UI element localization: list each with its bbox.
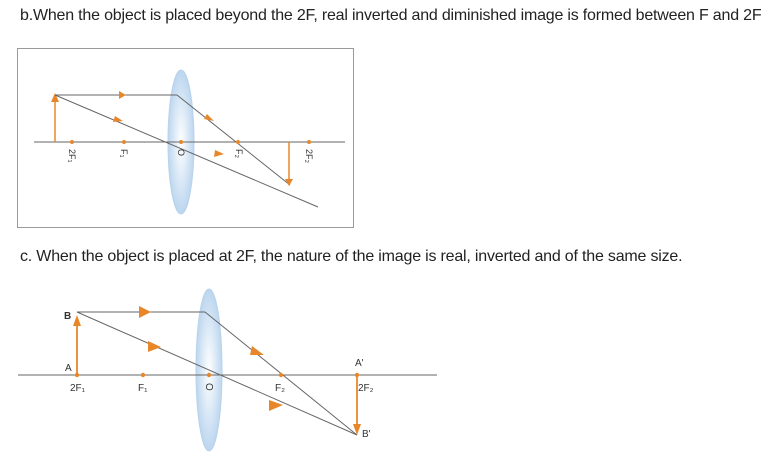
ray-direction-arrow: [119, 91, 126, 99]
label-o: O: [176, 149, 186, 156]
ray-direction-arrow: [214, 150, 224, 157]
ray-direction-arrow: [139, 306, 151, 318]
point-f2: [236, 140, 240, 144]
image-arrow-head: [353, 424, 361, 435]
object-arrow-head: [51, 93, 59, 102]
label-o: O: [203, 383, 214, 391]
ray-direction-arrow: [250, 346, 264, 355]
point-f2: [278, 372, 284, 378]
ray-refracted: [176, 94, 291, 186]
ray-direction-arrow: [204, 114, 214, 121]
object-arrow-head: [73, 315, 81, 326]
point-2f1: [70, 140, 74, 144]
label-f2: F₂: [234, 149, 244, 158]
ray-direction-arrow: [269, 400, 283, 411]
diagram-c: B A A' B' 2F₁ F₁ O F₂ 2F₂: [18, 288, 437, 452]
label-f1: F₁: [138, 383, 148, 394]
label-b-prime: B': [362, 429, 371, 440]
diagram-b: 2F₁ F₁ O F₂ 2F₂: [34, 69, 345, 215]
label-2f2: 2F₂: [358, 383, 374, 394]
point-o: [206, 372, 212, 378]
ray-through-centre: [76, 311, 358, 436]
label-b: B: [64, 311, 71, 322]
point-2f1: [74, 372, 80, 378]
ray-through-centre: [54, 94, 319, 208]
ray-direction-arrow: [148, 341, 161, 352]
point-2f2: [354, 372, 360, 378]
label-f1: F₁: [119, 149, 129, 158]
ray-direction-arrow: [113, 116, 123, 122]
label-a-prime: A': [355, 358, 364, 369]
point-2f2: [307, 140, 311, 144]
label-2f2: 2F₂: [304, 149, 314, 164]
point-f1: [140, 372, 146, 378]
point-o: [179, 140, 183, 144]
image-arrow-head: [285, 179, 293, 186]
label-2f1: 2F₁: [70, 383, 86, 394]
caption-case-b: b.When the object is placed beyond the 2…: [20, 7, 762, 24]
label-2f1: 2F₁: [67, 149, 77, 163]
point-f1: [122, 140, 126, 144]
label-a: A: [65, 363, 72, 374]
caption-case-c: c. When the object is placed at 2F, the …: [20, 248, 683, 265]
label-f2: F₂: [275, 383, 285, 394]
